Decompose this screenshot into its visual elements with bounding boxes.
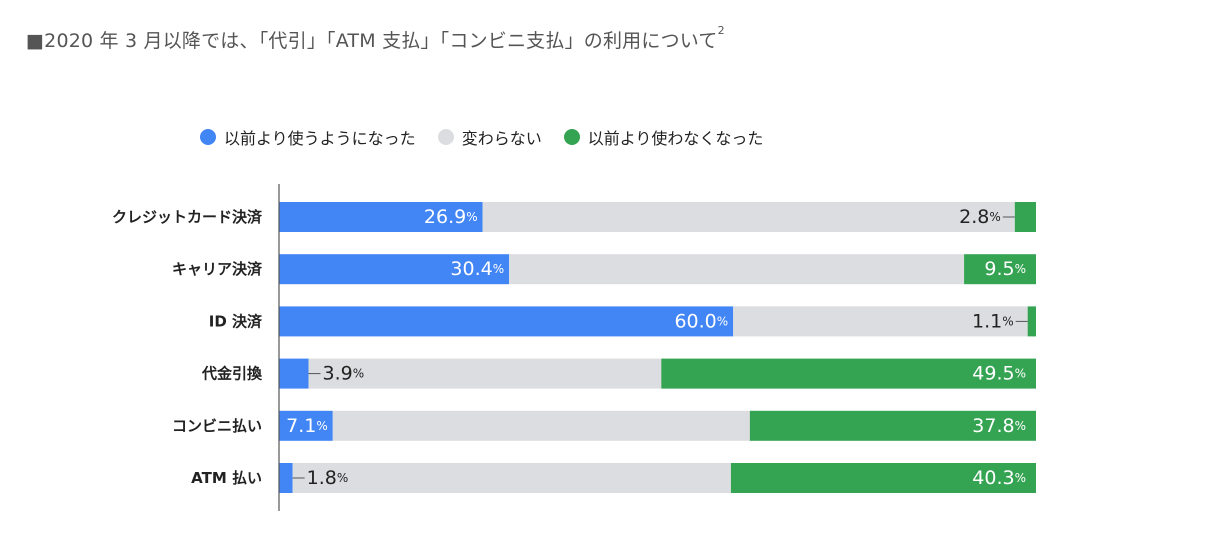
legend-item-unchanged: 変わらない xyxy=(437,125,542,149)
value-label-increased: 7.1% xyxy=(286,415,328,437)
value-label-decreased: 9.5% xyxy=(984,258,1026,280)
title-footnote: 2 xyxy=(717,24,725,37)
bar-unchanged xyxy=(292,463,731,493)
bar-unchanged xyxy=(482,202,1015,232)
value-label-increased: 30.4% xyxy=(450,258,504,280)
bar-decreased xyxy=(730,463,1036,493)
legend-swatch-decreased xyxy=(563,129,580,145)
bar-increased xyxy=(279,254,510,285)
bar-decreased xyxy=(661,358,1036,389)
bar-unchanged xyxy=(308,358,662,389)
legend-label-decreased: 以前より使わなくなった xyxy=(587,129,764,148)
bar-unchanged xyxy=(733,306,1028,337)
value-label-decreased: 49.5% xyxy=(972,363,1026,385)
value-label-decreased: 1.1% xyxy=(972,310,1014,332)
bar-decreased xyxy=(1014,202,1036,232)
bar-decreased xyxy=(1027,306,1036,337)
value-label-increased: 26.9% xyxy=(424,206,478,228)
bar-decreased xyxy=(749,410,1036,441)
value-label-decreased: 40.3% xyxy=(972,467,1026,489)
legend-label-unchanged: 変わらない xyxy=(461,129,542,148)
category-label: クレジットカード決済 xyxy=(112,208,263,226)
chart-title: ■2020 年 3 月以降では、「代引」「ATM 支払」「コンビニ支払」の利用に… xyxy=(26,24,725,53)
category-label: 代金引換 xyxy=(201,365,263,383)
category-label: コンビニ払い xyxy=(172,417,262,435)
legend-item-increased: 以前より使うようになった xyxy=(200,125,416,149)
value-label-increased: 60.0% xyxy=(674,310,728,332)
value-label-decreased: 2.8% xyxy=(959,206,1001,228)
bar-unchanged xyxy=(332,410,750,441)
legend-item-decreased: 以前より使わなくなった xyxy=(563,125,764,149)
value-label-increased: 1.8% xyxy=(307,467,349,489)
legend-swatch-increased xyxy=(200,129,216,145)
bar-unchanged xyxy=(509,254,965,285)
legend: 以前より使うようになった 変わらない 以前より使わなくなった xyxy=(200,125,785,149)
bar-decreased xyxy=(964,254,1036,285)
bar-increased xyxy=(279,358,309,389)
legend-swatch-unchanged xyxy=(437,129,454,145)
bar-increased xyxy=(279,410,333,441)
bar-increased xyxy=(279,306,734,337)
chart-title-text: ■2020 年 3 月以降では、「代引」「ATM 支払」「コンビニ支払」の利用に… xyxy=(26,30,718,52)
value-label-increased: 3.9% xyxy=(323,363,365,385)
category-label: ATM 払い xyxy=(191,469,262,487)
category-label: キャリア決済 xyxy=(172,260,263,278)
bar-increased xyxy=(279,202,483,232)
bar-increased xyxy=(279,463,293,493)
category-label: ID 決済 xyxy=(209,312,263,330)
value-label-decreased: 37.8% xyxy=(972,415,1026,437)
legend-label-increased: 以前より使うようになった xyxy=(224,129,416,148)
